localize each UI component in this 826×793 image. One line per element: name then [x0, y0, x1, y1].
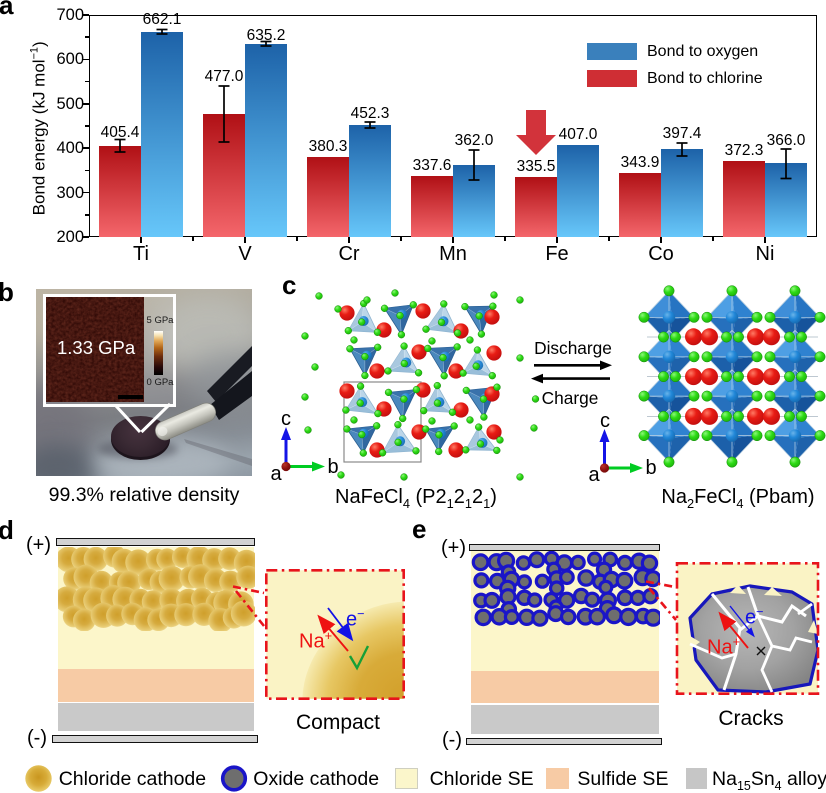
svg-text:Discharge: Discharge — [534, 338, 612, 358]
svg-text:c: c — [281, 408, 291, 430]
svg-text:a: a — [270, 463, 282, 485]
svg-text:a: a — [588, 464, 600, 486]
svg-text:b: b — [327, 456, 338, 478]
svg-text:Charge: Charge — [542, 388, 599, 408]
svg-text:c: c — [600, 410, 610, 432]
svg-text:b: b — [645, 457, 656, 479]
